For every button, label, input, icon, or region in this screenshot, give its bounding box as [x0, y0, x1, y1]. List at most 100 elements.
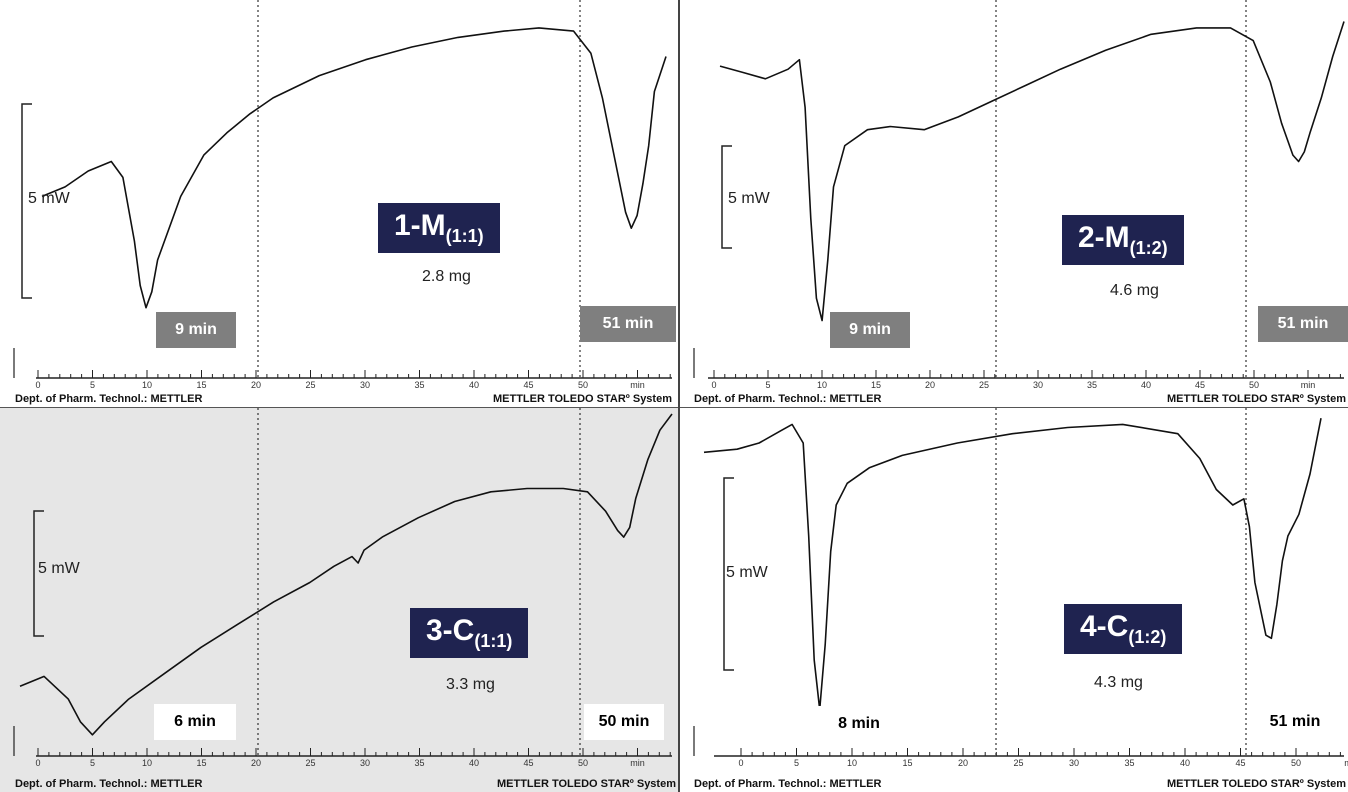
footer-right: METTLER TOLEDO STARº System: [496, 778, 676, 790]
tick-label: 25: [305, 758, 315, 768]
sample-ratio: (1:1): [474, 631, 513, 651]
tick-label: min: [1344, 758, 1348, 768]
sample-ratio: (1:1): [445, 226, 484, 246]
dsc-curve: [41, 27, 667, 309]
tick-label: 40: [1141, 380, 1151, 390]
scale-bar: [721, 145, 732, 249]
sample-name: 3-C: [426, 614, 475, 647]
tick-label: 30: [1069, 758, 1079, 768]
time-marker-left: 8 min: [818, 706, 900, 742]
tick-label: 20: [251, 758, 261, 768]
tick-label: 25: [1013, 758, 1023, 768]
tick-label: 40: [469, 380, 479, 390]
tick-label: 45: [1235, 758, 1245, 768]
tick-label: 0: [35, 380, 40, 390]
sample-name: 1-M: [394, 209, 446, 242]
scale-label: 5 mW: [728, 190, 770, 207]
tick-label: 40: [469, 758, 479, 768]
tick-label: 50: [578, 380, 588, 390]
tick-label: 35: [414, 758, 424, 768]
sample-ratio: (1:2): [1129, 238, 1168, 258]
scale-label: 5 mW: [38, 560, 80, 577]
panel-divider-horizontal: [0, 407, 1348, 408]
tick-label: 5: [90, 380, 95, 390]
sample-label: 4-C(1:2): [1064, 604, 1183, 654]
tick-label: 20: [958, 758, 968, 768]
tick-label: 10: [847, 758, 857, 768]
footer-left: Dept. of Pharm. Technol.: METTLER: [694, 778, 882, 790]
sample-mass: 4.3 mg: [1094, 674, 1143, 691]
footer-left: Dept. of Pharm. Technol.: METTLER: [15, 778, 203, 790]
tick-label: 5: [794, 758, 799, 768]
dsc-curve: [703, 418, 1322, 711]
scale-bar: [33, 510, 44, 637]
dsc-panel-2: 0 5 10 15 20 25 30 35 40 45 50 min 5 mW 2-M(1:2) 4.…: [680, 0, 1348, 408]
tick-label: 5: [765, 380, 770, 390]
scale-label: 5 mW: [726, 564, 768, 581]
sample-mass: 3.3 mg: [446, 676, 495, 693]
tick-label: 10: [142, 758, 152, 768]
dsc-panel-4: 0 5 10 15 20 25 30 35 40 45 50 min 5 mW 4-C(1:2) 4.…: [680, 408, 1348, 792]
scale-label: 5 mW: [28, 190, 70, 207]
tick-label: 10: [142, 380, 152, 390]
time-marker-left: 6 min: [154, 704, 236, 740]
tick-label: 45: [523, 380, 533, 390]
footer-right: METTLER TOLEDO STARº System: [1166, 778, 1346, 790]
sample-label: 3-C(1:1): [410, 608, 529, 658]
tick-label: 50: [578, 758, 588, 768]
tick-label: min: [630, 380, 645, 390]
time-marker-left: 9 min: [156, 312, 236, 348]
tick-label: min: [630, 758, 645, 768]
scale-bar: [723, 477, 734, 671]
footer-left: Dept. of Pharm. Technol.: METTLER: [15, 393, 203, 405]
tick-label: 20: [925, 380, 935, 390]
tick-label: 25: [305, 380, 315, 390]
time-marker-left: 9 min: [830, 312, 910, 348]
tick-label: 20: [251, 380, 261, 390]
sample-name: 4-C: [1080, 610, 1129, 643]
sample-ratio: (1:2): [1128, 627, 1167, 647]
dsc-panel-1: 0 5 10 15 20 25 30 35 40 45 50 min 5 mW 1-M(1:1) 2.…: [0, 0, 678, 408]
tick-label: 5: [90, 758, 95, 768]
tick-label: 35: [1124, 758, 1134, 768]
sample-mass: 2.8 mg: [422, 268, 471, 285]
thermogram-4: 0 5 10 15 20 25 30 35 40 45 50 min: [693, 408, 1348, 768]
sample-name: 2-M: [1078, 221, 1130, 254]
tick-label: 35: [1087, 380, 1097, 390]
thermogram-3: 0 5 10 15 20 25 30 35 40 45 50 min: [13, 408, 673, 768]
dsc-curve: [719, 21, 1345, 322]
tick-label: 40: [1180, 758, 1190, 768]
tick-label: 0: [738, 758, 743, 768]
tick-label: 45: [1195, 380, 1205, 390]
dsc-panel-3: 0 5 10 15 20 25 30 35 40 45 50 min 5 mW 3-C(1:1) 3.…: [0, 408, 678, 792]
tick-label: 15: [196, 758, 206, 768]
footer-right: METTLER TOLEDO STARº System: [492, 393, 672, 405]
tick-label: 0: [35, 758, 40, 768]
scale-bar: [21, 103, 32, 299]
dsc-curve: [19, 413, 673, 736]
sample-mass: 4.6 mg: [1110, 282, 1159, 299]
time-marker-right: 51 min: [580, 306, 676, 342]
tick-label: 10: [817, 380, 827, 390]
tick-label: 25: [979, 380, 989, 390]
sample-label: 2-M(1:2): [1062, 215, 1184, 265]
tick-label: 50: [1249, 380, 1259, 390]
tick-label: 30: [360, 380, 370, 390]
tick-label: 15: [902, 758, 912, 768]
footer-left: Dept. of Pharm. Technol.: METTLER: [694, 393, 882, 405]
tick-label: 15: [871, 380, 881, 390]
panel-divider-vertical: [678, 0, 680, 792]
time-marker-right: 51 min: [1258, 306, 1348, 342]
tick-label: 0: [711, 380, 716, 390]
footer-right: METTLER TOLEDO STARº System: [1166, 393, 1346, 405]
sample-label: 1-M(1:1): [378, 203, 500, 253]
tick-label: 30: [360, 758, 370, 768]
tick-label: 15: [196, 380, 206, 390]
tick-label: min: [1301, 380, 1316, 390]
tick-label: 30: [1033, 380, 1043, 390]
time-marker-right: 50 min: [584, 704, 664, 740]
tick-label: 50: [1291, 758, 1301, 768]
tick-label: 35: [414, 380, 424, 390]
time-marker-right: 51 min: [1250, 704, 1340, 740]
thermogram-2: 0 5 10 15 20 25 30 35 40 45 50 min: [693, 0, 1345, 390]
